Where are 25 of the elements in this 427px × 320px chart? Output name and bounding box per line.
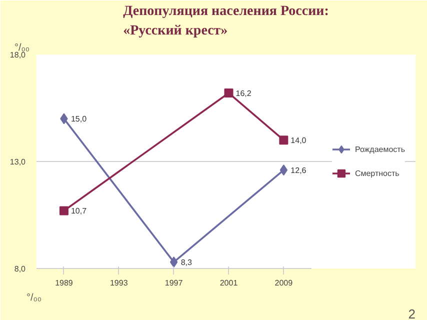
data-label: 12,6 bbox=[290, 166, 307, 176]
point bbox=[279, 136, 288, 145]
y-tick-label: 18,0 bbox=[10, 50, 26, 60]
point bbox=[59, 206, 68, 216]
chart-title: Депопуляция населения России: «Русский крест» bbox=[123, 4, 329, 38]
x-tick-label: 1997 bbox=[164, 278, 184, 288]
x-tick-label: 1993 bbox=[110, 278, 128, 288]
point bbox=[280, 164, 288, 176]
data-label: 14,0 bbox=[290, 136, 307, 146]
data-label: 10,7 bbox=[70, 206, 88, 216]
data-label: 8,3 bbox=[180, 258, 192, 268]
point bbox=[224, 88, 234, 98]
x-tick-label: 2009 bbox=[274, 278, 294, 288]
legend-label: Смертность bbox=[354, 168, 400, 178]
y-axis-title: °/₀₀ bbox=[14, 42, 30, 54]
x-tick-label: 1989 bbox=[55, 278, 74, 288]
point bbox=[170, 256, 178, 268]
y-tick-label: 8,0 bbox=[14, 264, 26, 274]
legend-label: Рождаемость bbox=[354, 144, 405, 154]
text: 2 bbox=[408, 306, 416, 320]
text: °/₀₀ bbox=[26, 292, 42, 304]
data-label: 16,2 bbox=[236, 89, 252, 98]
y-tick-label: 13,0 bbox=[10, 158, 26, 166]
x-tick-label: 2001 bbox=[220, 278, 238, 288]
data-label: 15,0 bbox=[70, 114, 88, 124]
